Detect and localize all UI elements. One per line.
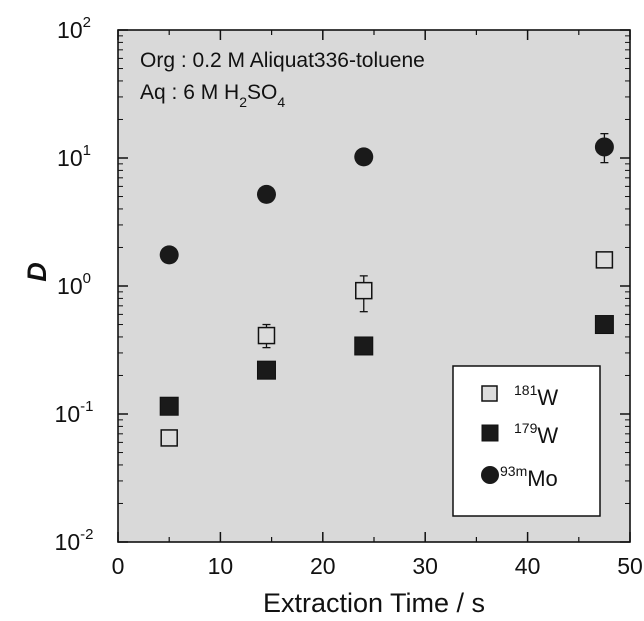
point-93mmo (159, 245, 179, 265)
point-179w (256, 360, 276, 380)
y-tick-label: 10-2 (55, 526, 94, 555)
y-tick-label: 102 (57, 14, 91, 43)
data-points (159, 137, 614, 447)
legend: 181W 179W 93mMo (452, 365, 601, 517)
y-axis-title: D (22, 262, 52, 282)
annotation-aq: Aq : 6 M H (140, 81, 239, 104)
point-181w (160, 429, 178, 447)
x-tick-label: 40 (515, 553, 541, 579)
point-93mmo (594, 137, 614, 157)
x-axis-title: Extraction Time / s (263, 588, 485, 618)
point-179w (354, 336, 374, 356)
legend-label-93mmo: 93mMo (500, 463, 558, 491)
x-tick-label: 50 (617, 553, 643, 579)
x-tick-label: 20 (310, 553, 336, 579)
annotation-line-1: Org : 0.2 M Aliquat336-toluene (140, 49, 425, 72)
point-181w (355, 281, 373, 300)
legend-label-179w: 179W (514, 420, 558, 448)
y-tick-label: 101 (57, 142, 91, 171)
y-tick-label: 100 (57, 270, 91, 299)
annotation-sub-2: 2 (239, 94, 247, 110)
annotation-so: SO (247, 81, 277, 104)
ticks: 0 10 20 30 40 50 10-2 10-1 100 101 102 (55, 14, 643, 579)
point-181w (257, 326, 276, 345)
legend-marker-93mmo (481, 466, 499, 484)
annotation-line-2: Aq : 6 M H2SO4 (140, 81, 285, 110)
point-181w (595, 251, 614, 269)
y-tick-label: 10-1 (55, 398, 94, 427)
x-tick-label: 30 (412, 553, 438, 579)
annotation-sub-4: 4 (277, 94, 285, 110)
x-tick-label: 0 (112, 553, 125, 579)
legend-label-181w: 181W (514, 382, 558, 410)
legend-box (452, 365, 601, 517)
legend-marker-179w (481, 424, 499, 442)
legend-marker-181w (481, 385, 498, 402)
point-93mmo (354, 147, 374, 167)
x-tick-label: 10 (208, 553, 234, 579)
point-179w (159, 396, 179, 416)
point-93mmo (256, 184, 276, 204)
point-179w (594, 315, 614, 335)
